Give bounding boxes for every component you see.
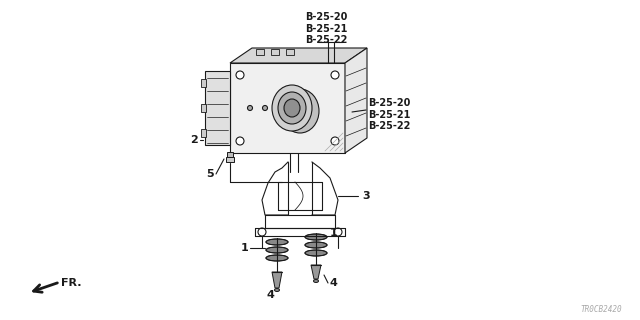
Text: 1: 1 — [330, 228, 338, 238]
Circle shape — [258, 228, 266, 236]
Text: B-25-20
B-25-21
B-25-22: B-25-20 B-25-21 B-25-22 — [368, 98, 410, 131]
Text: TR0CB2420: TR0CB2420 — [580, 305, 622, 314]
Text: FR.: FR. — [61, 278, 81, 288]
Text: 4: 4 — [266, 290, 274, 300]
Circle shape — [236, 71, 244, 79]
Circle shape — [334, 228, 342, 236]
Polygon shape — [345, 48, 367, 153]
Ellipse shape — [272, 85, 312, 131]
Bar — [227, 152, 233, 157]
Bar — [256, 49, 264, 55]
Text: B-25-20
B-25-21
B-25-22: B-25-20 B-25-21 B-25-22 — [305, 12, 348, 45]
Polygon shape — [230, 48, 367, 63]
Text: 3: 3 — [362, 191, 370, 201]
Bar — [201, 79, 206, 87]
Bar — [286, 49, 294, 55]
Ellipse shape — [266, 255, 288, 261]
Circle shape — [331, 71, 339, 79]
Circle shape — [262, 106, 268, 110]
Ellipse shape — [275, 289, 280, 292]
Ellipse shape — [305, 250, 327, 256]
Ellipse shape — [278, 92, 306, 124]
Bar — [271, 49, 279, 55]
Bar — [230, 63, 345, 153]
Circle shape — [236, 137, 244, 145]
Circle shape — [248, 106, 253, 110]
Ellipse shape — [314, 279, 319, 283]
Bar — [226, 157, 234, 162]
Bar — [201, 129, 206, 137]
Bar — [201, 104, 206, 112]
Ellipse shape — [305, 234, 327, 240]
Ellipse shape — [305, 242, 327, 248]
Text: 5: 5 — [206, 169, 214, 179]
Text: 2: 2 — [190, 135, 198, 145]
Bar — [205, 71, 230, 145]
Ellipse shape — [266, 239, 288, 245]
Text: 1: 1 — [240, 243, 248, 253]
Circle shape — [331, 137, 339, 145]
Ellipse shape — [281, 89, 319, 133]
Ellipse shape — [284, 99, 300, 117]
Polygon shape — [272, 272, 282, 288]
Polygon shape — [311, 265, 321, 279]
Text: 4: 4 — [330, 278, 338, 288]
Ellipse shape — [266, 247, 288, 253]
